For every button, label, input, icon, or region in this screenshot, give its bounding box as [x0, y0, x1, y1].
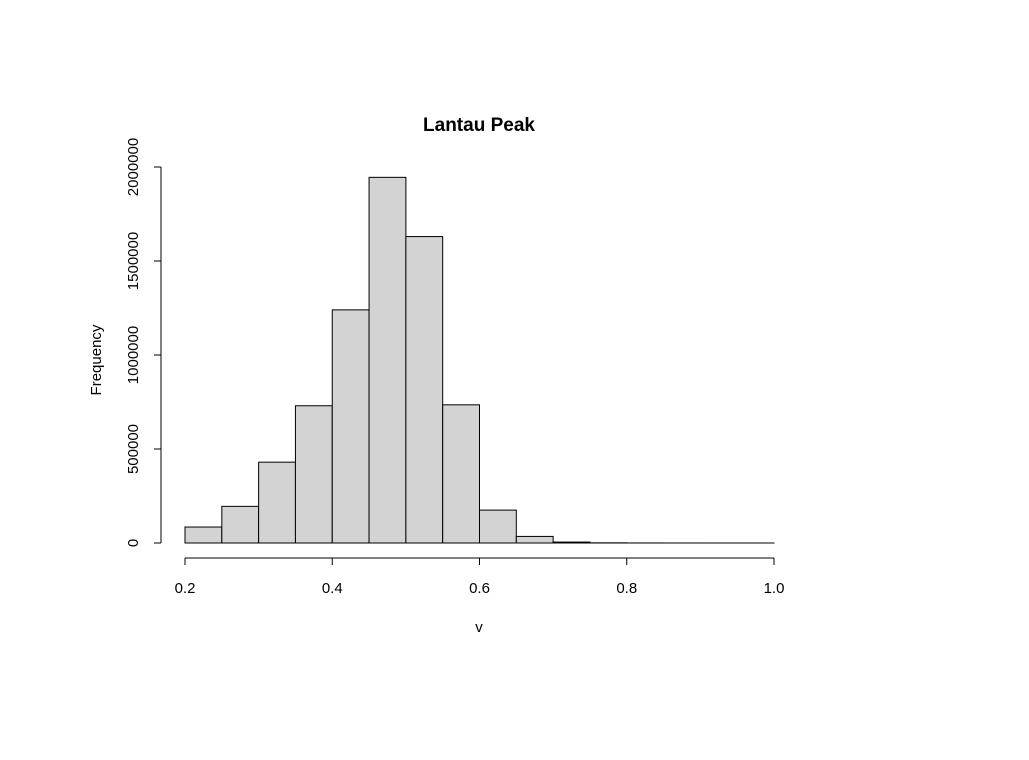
histogram-bar: [405, 236, 444, 544]
histogram-bar: [442, 404, 480, 544]
histogram-bar: [184, 526, 223, 544]
x-tick-label: 1.0: [764, 580, 785, 597]
x-tick-label: 0.2: [175, 580, 196, 597]
histogram-bar: [258, 461, 296, 544]
histogram-bar: [368, 176, 407, 544]
y-tick-label: 500000: [125, 424, 142, 474]
histogram-bars: [184, 176, 775, 544]
chart-title: Lantau Peak: [423, 115, 535, 136]
y-tick-label: 2000000: [125, 138, 142, 196]
histogram-bar: [479, 509, 517, 544]
histogram-bar: [221, 505, 260, 544]
y-tick-label: 0: [125, 539, 142, 547]
x-tick-label: 0.6: [469, 580, 490, 597]
x-tick-label: 0.4: [322, 580, 343, 597]
x-axis: 0.2 0.4 0.6 0.8 1.0: [175, 557, 785, 597]
y-axis: 0 500000 1000000 1500000 2000000: [125, 138, 162, 547]
histogram-bar: [515, 535, 554, 544]
x-tick-label: 0.8: [616, 580, 637, 597]
y-tick-label: 1000000: [125, 326, 142, 384]
histogram-bar: [294, 405, 333, 544]
histogram-bar: [552, 541, 591, 544]
y-axis-label: Frequency: [88, 324, 105, 395]
y-tick-label: 1500000: [125, 232, 142, 290]
histogram-bar: [331, 309, 370, 544]
x-axis-label: v: [475, 619, 483, 636]
